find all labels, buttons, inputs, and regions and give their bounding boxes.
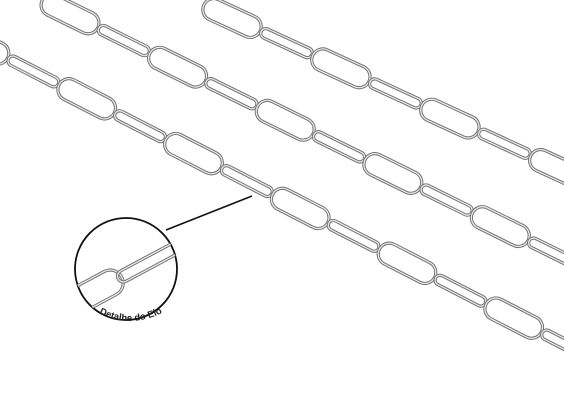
- chain-link: [362, 152, 424, 195]
- chain-link: [254, 98, 316, 142]
- chain-link-highlight: [434, 274, 487, 307]
- pointer-line: [165, 195, 253, 231]
- chain-link: [39, 0, 101, 36]
- chain-link: [204, 77, 259, 111]
- chain-link-highlight: [270, 187, 330, 230]
- chain-link-highlight: [477, 128, 531, 159]
- chain-link: [311, 130, 367, 164]
- chain-link-highlight: [312, 131, 366, 163]
- chain-link-highlight: [116, 241, 177, 283]
- chain-link-highlight: [57, 78, 117, 120]
- chain-link-highlight: [97, 24, 150, 57]
- chain-link-highlight: [220, 164, 273, 198]
- chain-link: [419, 183, 474, 217]
- chain-link: [419, 97, 481, 140]
- link-detail-magnifier: Detalhe do Elo: [74, 195, 253, 324]
- chain-link: [259, 26, 314, 60]
- chain-link-highlight: [377, 242, 437, 285]
- chain-link: [528, 147, 564, 190]
- chain-link-highlight: [327, 219, 380, 252]
- chain-link: [219, 164, 274, 199]
- chain-link-highlight: [75, 269, 124, 320]
- chain-strand-bottom: [0, 22, 564, 363]
- chain-link-highlight: [260, 27, 313, 59]
- chain-link: [96, 23, 151, 58]
- chain-strand-middle: [39, 0, 564, 270]
- chain-link-highlight: [368, 78, 422, 109]
- chain-link: [527, 236, 564, 270]
- chain-link-highlight: [205, 77, 258, 110]
- chain-link: [469, 205, 531, 249]
- chain-link-highlight: [164, 132, 223, 175]
- chain-link: [433, 273, 488, 308]
- chain-link-highlight: [528, 148, 564, 189]
- chain-link: [477, 127, 532, 160]
- chain-link: [6, 54, 61, 89]
- chain-link-highlight: [541, 329, 564, 362]
- chain-link: [147, 45, 209, 89]
- chain-link: [326, 218, 381, 253]
- chain-strand-top: [201, 0, 564, 190]
- chain-link: [175, 218, 177, 256]
- chain-link-highlight: [7, 55, 60, 88]
- chain-link: [368, 77, 423, 110]
- detail-chain-links: [75, 218, 177, 320]
- chain-link: [310, 47, 372, 90]
- chain-link-highlight: [114, 110, 167, 143]
- chain-link-highlight: [527, 237, 564, 269]
- chain-link-highlight: [420, 184, 473, 216]
- chain-link-highlight: [175, 218, 177, 255]
- chain-link-highlight: [484, 297, 544, 339]
- chain-link: [113, 109, 168, 144]
- chain-link: [540, 328, 564, 363]
